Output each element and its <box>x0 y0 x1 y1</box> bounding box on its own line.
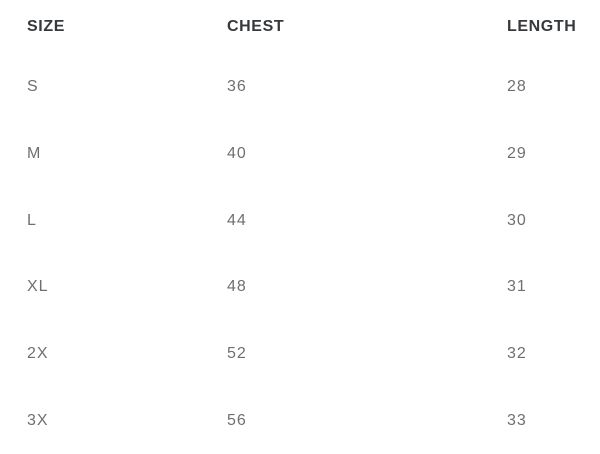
size-cell: S <box>27 78 39 96</box>
table-row: M 40 29 <box>0 120 600 188</box>
size-cell: M <box>27 144 42 162</box>
length-cell: 32 <box>507 344 527 362</box>
chest-cell: 48 <box>227 278 247 296</box>
chest-cell: 36 <box>227 78 247 96</box>
size-cell: 2X <box>27 344 49 362</box>
chest-cell: 44 <box>227 211 247 229</box>
column-header-chest: CHEST <box>227 18 285 35</box>
length-cell: 31 <box>507 278 527 296</box>
table-row: 2X 52 32 <box>0 320 600 388</box>
chest-cell: 40 <box>227 144 247 162</box>
table-row: L 44 30 <box>0 187 600 254</box>
size-cell: 3X <box>27 411 49 429</box>
length-cell: 28 <box>507 78 527 96</box>
table-header-row: SIZE CHEST LENGTH <box>0 0 600 54</box>
size-cell: XL <box>27 278 49 296</box>
size-cell: L <box>27 211 37 229</box>
table-row: 3X 56 33 <box>0 387 600 454</box>
length-cell: 33 <box>507 411 527 429</box>
chest-cell: 52 <box>227 344 247 362</box>
column-header-size: SIZE <box>27 18 65 35</box>
length-cell: 29 <box>507 144 527 162</box>
table-row: S 36 28 <box>0 54 600 121</box>
column-header-length: LENGTH <box>507 18 577 35</box>
chest-cell: 56 <box>227 411 247 429</box>
length-cell: 30 <box>507 211 527 229</box>
table-row: XL 48 31 <box>0 253 600 321</box>
